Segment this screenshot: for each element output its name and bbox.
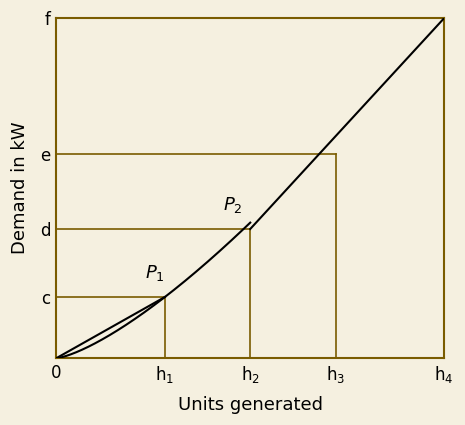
Text: $P_2$: $P_2$ — [223, 196, 243, 215]
Y-axis label: Demand in kW: Demand in kW — [11, 122, 29, 255]
X-axis label: Units generated: Units generated — [178, 396, 323, 414]
Text: $P_1$: $P_1$ — [146, 264, 165, 283]
